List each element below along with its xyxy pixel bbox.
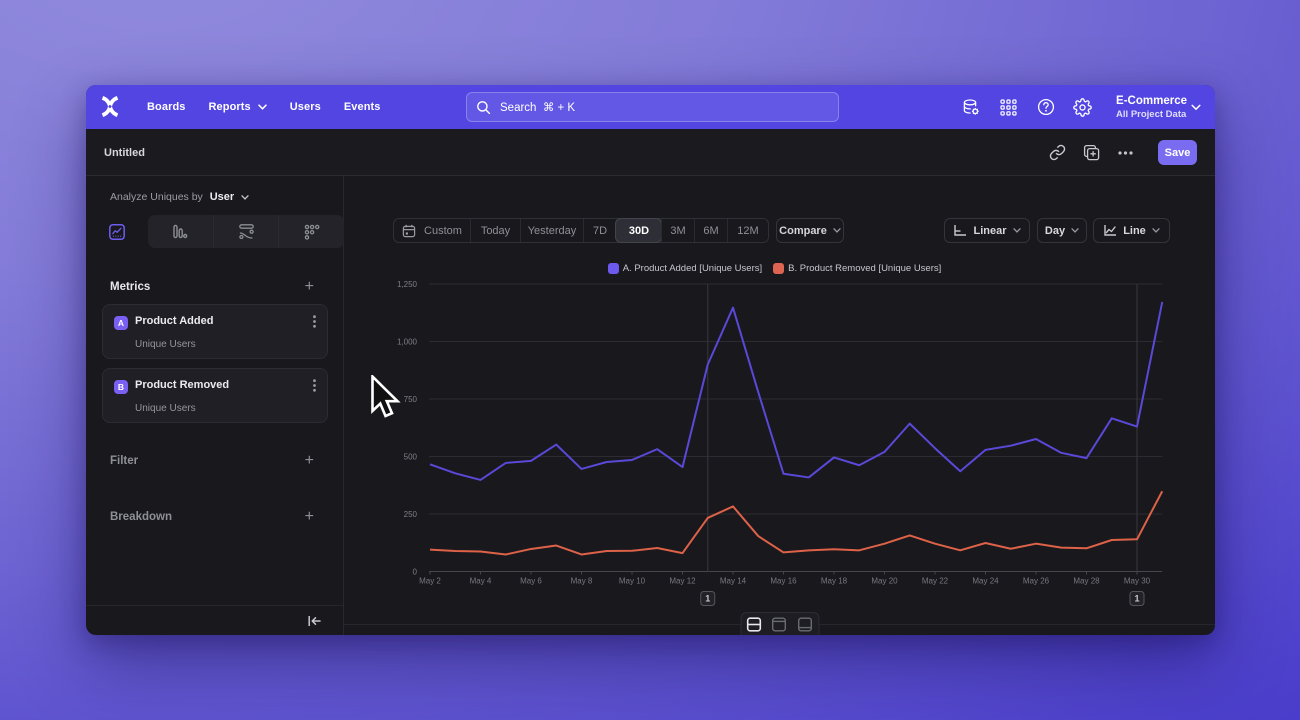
svg-text:0: 0	[413, 568, 418, 577]
svg-text:May 30: May 30	[1124, 577, 1151, 586]
svg-text:1: 1	[705, 594, 710, 604]
svg-text:1,250: 1,250	[397, 281, 418, 289]
svg-text:1: 1	[1134, 594, 1139, 604]
svg-text:May 22: May 22	[922, 577, 949, 586]
svg-text:May 16: May 16	[770, 577, 797, 586]
svg-text:May 20: May 20	[871, 577, 898, 586]
svg-text:500: 500	[404, 453, 418, 462]
svg-text:May 14: May 14	[720, 577, 747, 586]
svg-text:May 18: May 18	[821, 577, 848, 586]
svg-text:May 4: May 4	[470, 577, 492, 586]
svg-text:750: 750	[404, 395, 418, 404]
svg-text:May 10: May 10	[619, 577, 646, 586]
svg-text:May 6: May 6	[520, 577, 542, 586]
svg-text:May 24: May 24	[972, 577, 999, 586]
svg-text:May 8: May 8	[571, 577, 593, 586]
svg-text:May 12: May 12	[669, 577, 696, 586]
svg-text:May 26: May 26	[1023, 577, 1050, 586]
svg-text:May 2: May 2	[419, 577, 441, 586]
svg-text:May 28: May 28	[1073, 577, 1100, 586]
svg-text:1,000: 1,000	[397, 338, 418, 347]
svg-text:250: 250	[404, 510, 418, 519]
